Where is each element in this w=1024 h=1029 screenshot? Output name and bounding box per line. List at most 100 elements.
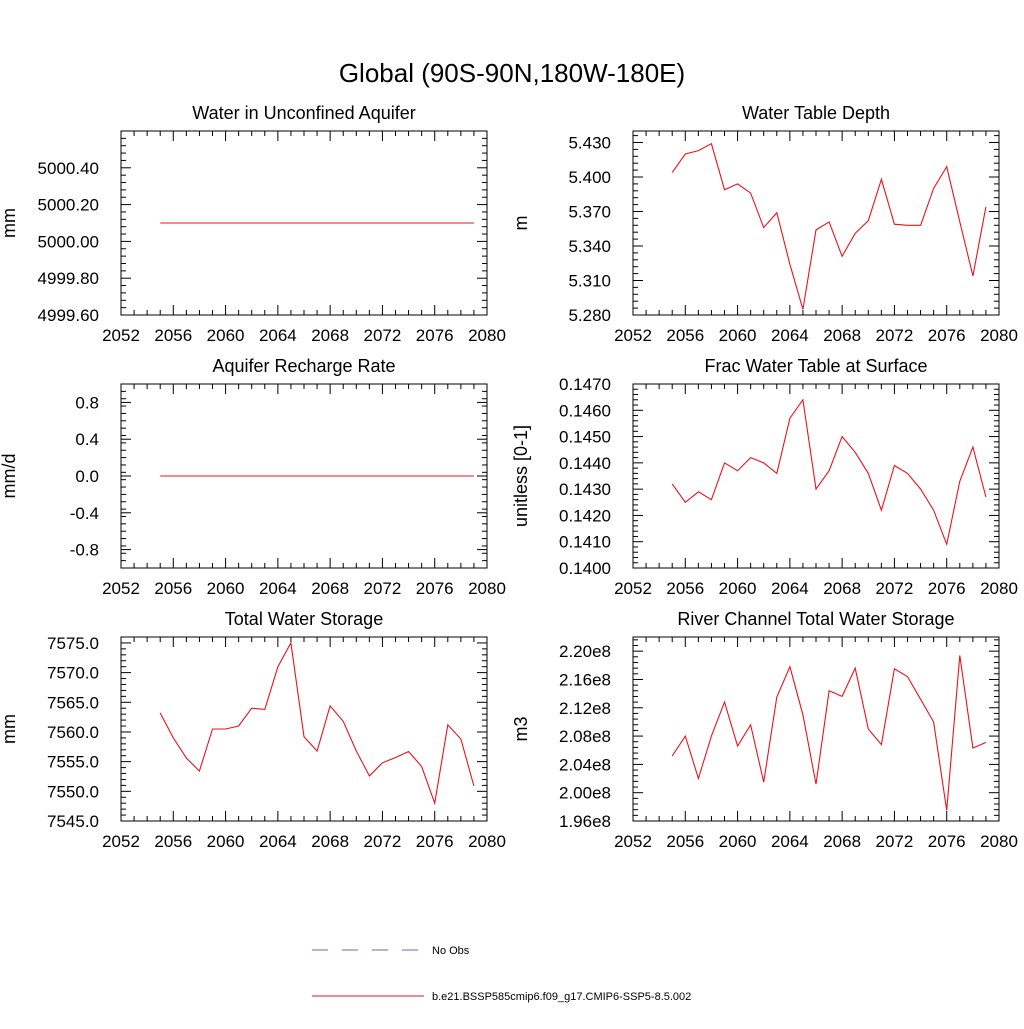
chart-title: Water Table Depth bbox=[742, 103, 890, 123]
x-tick-label: 2068 bbox=[823, 326, 861, 345]
legend-label: b.e21.BSSP585cmip6.f09_g17.CMIP6-SSP5-8.… bbox=[432, 991, 691, 1003]
x-tick-label: 2056 bbox=[666, 326, 704, 345]
y-tick-label: 4999.60 bbox=[38, 306, 99, 325]
x-tick-label: 2076 bbox=[416, 832, 454, 851]
x-tick-label: 2068 bbox=[311, 326, 349, 345]
chart-title: Aquifer Recharge Rate bbox=[212, 356, 395, 376]
y-axis-label: mm bbox=[0, 208, 19, 238]
y-tick-label: 5.310 bbox=[568, 272, 611, 291]
y-tick-label: 5.370 bbox=[568, 203, 611, 222]
x-tick-label: 2076 bbox=[416, 579, 454, 598]
x-tick-label: 2080 bbox=[468, 579, 506, 598]
y-tick-label: 2.16e8 bbox=[559, 670, 611, 689]
y-tick-label: 5000.00 bbox=[38, 232, 99, 251]
y-tick-label: 0.1430 bbox=[559, 480, 611, 499]
x-tick-label: 2056 bbox=[154, 579, 192, 598]
x-tick-label: 2076 bbox=[928, 832, 966, 851]
x-tick-label: 2052 bbox=[614, 832, 652, 851]
y-tick-label: 7565.0 bbox=[47, 693, 99, 712]
x-tick-label: 2064 bbox=[771, 326, 809, 345]
y-tick-label: 7560.0 bbox=[47, 723, 99, 742]
y-tick-label: 0.8 bbox=[75, 393, 99, 412]
y-tick-label: 2.04e8 bbox=[559, 755, 611, 774]
y-tick-label: 0.1400 bbox=[559, 559, 611, 578]
y-tick-label: 7575.0 bbox=[47, 634, 99, 653]
x-tick-label: 2052 bbox=[614, 579, 652, 598]
y-tick-label: 7570.0 bbox=[47, 664, 99, 683]
x-tick-label: 2060 bbox=[207, 326, 245, 345]
x-tick-label: 2060 bbox=[207, 579, 245, 598]
x-tick-label: 2052 bbox=[102, 579, 140, 598]
x-tick-label: 2072 bbox=[364, 579, 402, 598]
y-tick-label: 0.4 bbox=[75, 430, 99, 449]
x-tick-label: 2080 bbox=[980, 579, 1018, 598]
plot-frame bbox=[120, 636, 488, 822]
y-tick-label: 2.00e8 bbox=[559, 784, 611, 803]
y-tick-label: 5.340 bbox=[568, 237, 611, 256]
x-tick-label: 2080 bbox=[468, 326, 506, 345]
y-axis-label: m bbox=[511, 216, 531, 231]
plot-frame bbox=[632, 383, 1000, 569]
figure-title: Global (90S-90N,180W-180E) bbox=[339, 58, 685, 88]
y-tick-label: 1.96e8 bbox=[559, 812, 611, 831]
y-tick-label: 7545.0 bbox=[47, 812, 99, 831]
x-tick-label: 2060 bbox=[719, 579, 757, 598]
series-line bbox=[159, 641, 475, 806]
x-tick-label: 2080 bbox=[980, 832, 1018, 851]
x-tick-label: 2072 bbox=[876, 832, 914, 851]
x-tick-label: 2068 bbox=[311, 832, 349, 851]
y-tick-label: 7555.0 bbox=[47, 753, 99, 772]
y-tick-label: 0.1460 bbox=[559, 401, 611, 420]
x-tick-label: 2072 bbox=[364, 832, 402, 851]
y-tick-label: -0.8 bbox=[70, 541, 99, 560]
x-tick-label: 2072 bbox=[876, 579, 914, 598]
x-tick-label: 2052 bbox=[102, 832, 140, 851]
chart-panel: Water Table Depth m 2052 2056 2060 2064 2068 20… bbox=[511, 103, 1018, 345]
y-axis-label: mm bbox=[0, 714, 19, 744]
x-tick-label: 2060 bbox=[719, 326, 757, 345]
x-tick-label: 2068 bbox=[311, 579, 349, 598]
y-tick-label: 0.1450 bbox=[559, 428, 611, 447]
chart-title: River Channel Total Water Storage bbox=[677, 609, 954, 629]
chart-panel: Aquifer Recharge Rate mm/d 2052 2056 2060 206… bbox=[0, 356, 506, 598]
x-tick-label: 2060 bbox=[719, 832, 757, 851]
chart-title: Water in Unconfined Aquifer bbox=[192, 103, 415, 123]
x-tick-label: 2056 bbox=[154, 832, 192, 851]
series-line bbox=[671, 142, 987, 310]
x-tick-label: 2080 bbox=[468, 832, 506, 851]
y-tick-label: 2.08e8 bbox=[559, 727, 611, 746]
x-tick-label: 2064 bbox=[259, 326, 297, 345]
y-tick-label: 0.1410 bbox=[559, 533, 611, 552]
x-tick-label: 2052 bbox=[614, 326, 652, 345]
y-axis-label: m3 bbox=[511, 716, 531, 741]
y-tick-label: 0.1440 bbox=[559, 454, 611, 473]
x-tick-label: 2056 bbox=[666, 579, 704, 598]
x-tick-label: 2072 bbox=[364, 326, 402, 345]
x-tick-label: 2076 bbox=[928, 326, 966, 345]
x-tick-label: 2080 bbox=[980, 326, 1018, 345]
y-tick-label: 5.430 bbox=[568, 134, 611, 153]
y-axis-label: mm/d bbox=[0, 454, 19, 499]
chart-panel: River Channel Total Water Storage m3 2052 2… bbox=[511, 609, 1018, 851]
y-tick-label: -0.4 bbox=[70, 504, 99, 523]
x-tick-label: 2056 bbox=[154, 326, 192, 345]
x-tick-label: 2060 bbox=[207, 832, 245, 851]
y-tick-label: 0.1470 bbox=[559, 375, 611, 394]
legend: No Obs b.e21.BSSP585cmip6.f09_g17.CMIP6-S… bbox=[312, 945, 691, 1003]
x-tick-label: 2076 bbox=[416, 326, 454, 345]
x-tick-label: 2056 bbox=[666, 832, 704, 851]
y-tick-label: 2.12e8 bbox=[559, 699, 611, 718]
legend-label: No Obs bbox=[432, 945, 470, 957]
y-tick-label: 2.20e8 bbox=[559, 642, 611, 661]
y-axis-label: unitless [0-1] bbox=[511, 425, 531, 527]
chart-title: Total Water Storage bbox=[225, 609, 383, 629]
x-tick-label: 2064 bbox=[771, 579, 809, 598]
y-tick-label: 5000.20 bbox=[38, 196, 99, 215]
y-tick-label: 0.1420 bbox=[559, 506, 611, 525]
y-tick-label: 5000.40 bbox=[38, 159, 99, 178]
series-line bbox=[671, 398, 987, 547]
y-tick-label: 5.280 bbox=[568, 306, 611, 325]
x-tick-label: 2072 bbox=[876, 326, 914, 345]
y-tick-label: 0.0 bbox=[75, 467, 99, 486]
